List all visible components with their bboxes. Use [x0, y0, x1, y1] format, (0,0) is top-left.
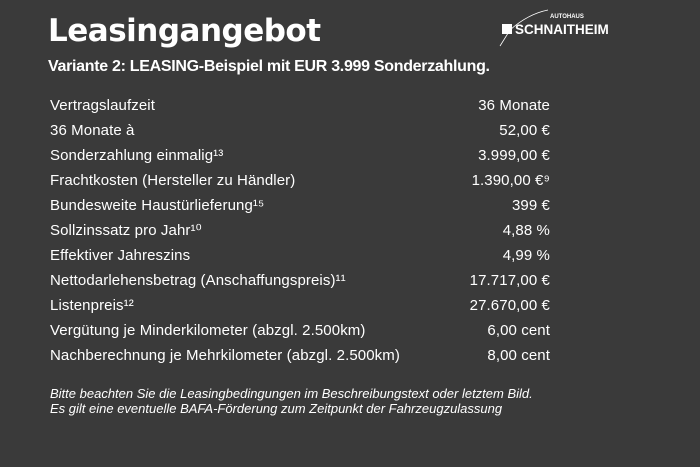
detail-label: Frachtkosten (Hersteller zu Händler): [50, 172, 296, 189]
detail-label: Listenpreis¹²: [50, 297, 134, 314]
detail-value: 3.999,00 €: [478, 147, 550, 164]
detail-row: 36 Monate à 52,00 €: [50, 120, 550, 145]
leasing-details-table: Vertragslaufzeit 36 Monate 36 Monate à 52,0…: [50, 95, 550, 370]
detail-row: Effektiver Jahreszins 4,99 %: [50, 245, 550, 270]
detail-value: 6,00 cent: [487, 322, 550, 339]
svg-text:SCHNAITHEIM: SCHNAITHEIM: [515, 22, 609, 37]
detail-label: 36 Monate à: [50, 122, 135, 139]
detail-value: 17.717,00 €: [469, 272, 550, 289]
page-title: Leasingangebot: [48, 13, 321, 49]
detail-label: Sollzinssatz pro Jahr¹⁰: [50, 222, 202, 239]
detail-row: Listenpreis¹² 27.670,00 €: [50, 295, 550, 320]
autohaus-schnaitheim-logo: AUTOHAUS SCHNAITHEIM: [499, 9, 609, 47]
disclaimer-note: Bitte beachten Sie die Leasingbedingunge…: [50, 386, 533, 416]
detail-value: 399 €: [511, 197, 550, 214]
detail-value: 4,99 %: [502, 247, 550, 264]
svg-text:AUTOHAUS: AUTOHAUS: [550, 14, 584, 20]
offer-subtitle: Variante 2: LEASING-Beispiel mit EUR 3.9…: [48, 58, 490, 75]
detail-label: Nachberechnung je Mehrkilometer (abzgl. …: [50, 347, 400, 364]
detail-value: 52,00 €: [499, 122, 550, 139]
detail-value: 36 Monate: [478, 97, 550, 114]
disclaimer-line: Es gilt eine eventuelle BAFA-Förderung z…: [50, 401, 503, 416]
detail-label: Effektiver Jahreszins: [50, 247, 191, 264]
disclaimer-line: Bitte beachten Sie die Leasingbedingunge…: [50, 386, 533, 401]
detail-row: Frachtkosten (Hersteller zu Händler) 1.39…: [50, 170, 550, 195]
detail-value: 27.670,00 €: [469, 297, 550, 314]
detail-row: Nachberechnung je Mehrkilometer (abzgl. …: [50, 345, 550, 370]
detail-label: Sonderzahlung einmalig¹³: [50, 147, 224, 164]
detail-value: 4,88 %: [502, 222, 550, 239]
detail-label: Bundesweite Haustürlieferung¹⁵: [50, 197, 265, 214]
detail-row: Sonderzahlung einmalig¹³ 3.999,00 €: [50, 145, 550, 170]
detail-label: Vertragslaufzeit: [50, 97, 155, 114]
detail-row: Nettodarlehensbetrag (Anschaffungspreis)…: [50, 270, 550, 295]
detail-value: 8,00 cent: [487, 347, 550, 364]
detail-row: Vertragslaufzeit 36 Monate: [50, 95, 550, 120]
detail-label: Nettodarlehensbetrag (Anschaffungspreis)…: [50, 272, 346, 289]
detail-row: Vergütung je Minderkilometer (abzgl. 2.5…: [50, 320, 550, 345]
detail-row: Sollzinssatz pro Jahr¹⁰ 4,88 %: [50, 220, 550, 245]
detail-label: Vergütung je Minderkilometer (abzgl. 2.5…: [50, 322, 366, 339]
detail-row: Bundesweite Haustürlieferung¹⁵ 399 €: [50, 195, 550, 220]
detail-value: 1.390,00 €⁹: [471, 172, 550, 189]
